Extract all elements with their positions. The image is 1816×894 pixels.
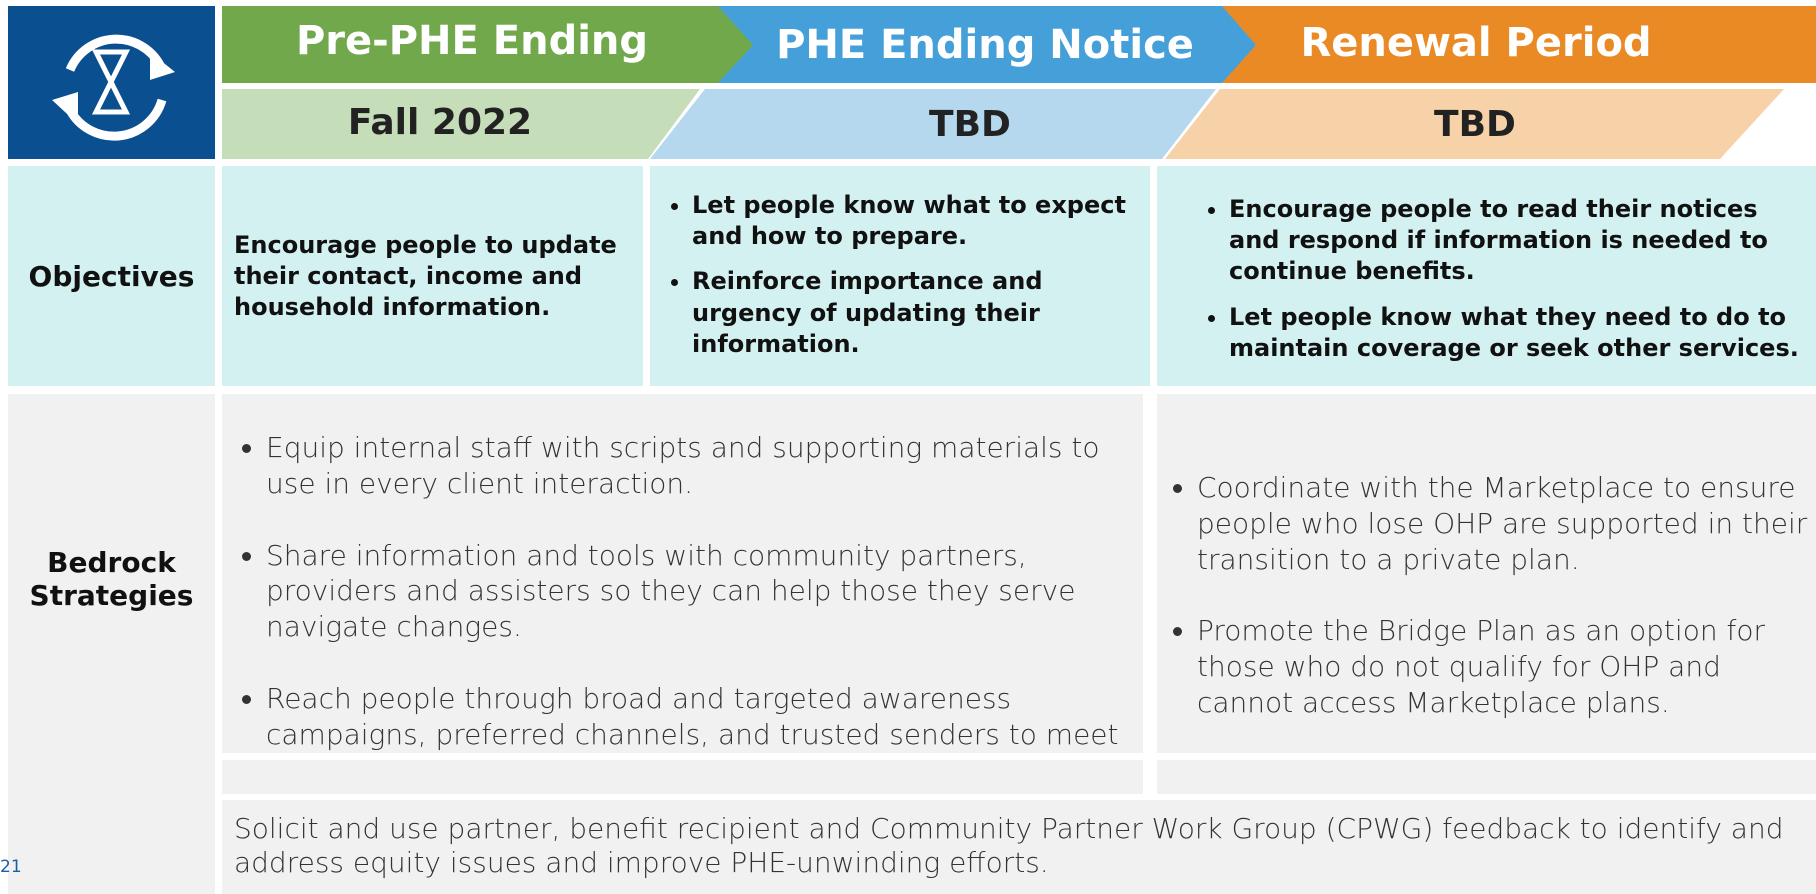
strategy-item: Equip internal staff with scripts and su… — [266, 430, 1133, 502]
strategy-item: Coordinate with the Marketplace to ensur… — [1197, 470, 1808, 577]
objective-item: Reinforce importance and urgency of upda… — [692, 266, 1142, 360]
phase-date: TBD — [1434, 104, 1516, 145]
objective-text: Encourage people to update their contact… — [222, 166, 643, 386]
phase-date: TBD — [929, 104, 1011, 145]
objective-item: Encourage people to read their notices a… — [1229, 194, 1810, 288]
spacer — [222, 760, 1143, 794]
phase-title: Renewal Period — [1300, 20, 1652, 66]
strategy-cell: Equip internal staff with scripts and su… — [222, 394, 1143, 753]
date-band — [650, 89, 1216, 159]
page-number: 21 — [0, 857, 22, 877]
strategy-footer: Solicit and use partner, benefit recipie… — [222, 800, 1816, 894]
hourglass — [91, 49, 131, 115]
phase-arrow — [712, 6, 1256, 83]
spacer — [1157, 760, 1816, 794]
icon-arrow — [150, 52, 175, 80]
strategy-item: Reach people through broad and targeted … — [266, 681, 1133, 753]
objective-item: Let people know what to expect and how t… — [692, 190, 1142, 252]
phase-title: Pre-PHE Ending — [295, 18, 649, 64]
row-label: Bedrock Strategies — [8, 394, 215, 894]
date-band — [222, 89, 700, 159]
phase-date: Fall 2022 — [347, 102, 533, 143]
date-band — [1165, 89, 1784, 159]
phase-arrow — [1216, 6, 1816, 83]
objective-cell: Let people know what to expect and how t… — [650, 166, 1150, 386]
row-label: Objectives — [8, 166, 215, 386]
phase-title: PHE Ending Notice — [776, 22, 1194, 68]
strategy-item: Promote the Bridge Plan as an option for… — [1197, 613, 1808, 720]
objective-cell: Encourage people to read their notices a… — [1157, 166, 1816, 386]
strategy-cell: Coordinate with the Marketplace to ensur… — [1157, 394, 1816, 753]
strategy-item: Share information and tools with communi… — [266, 538, 1133, 645]
objective-item: Let people know what they need to do to … — [1229, 302, 1810, 364]
icon-arrow — [52, 92, 78, 124]
phase-arrow — [222, 6, 753, 83]
